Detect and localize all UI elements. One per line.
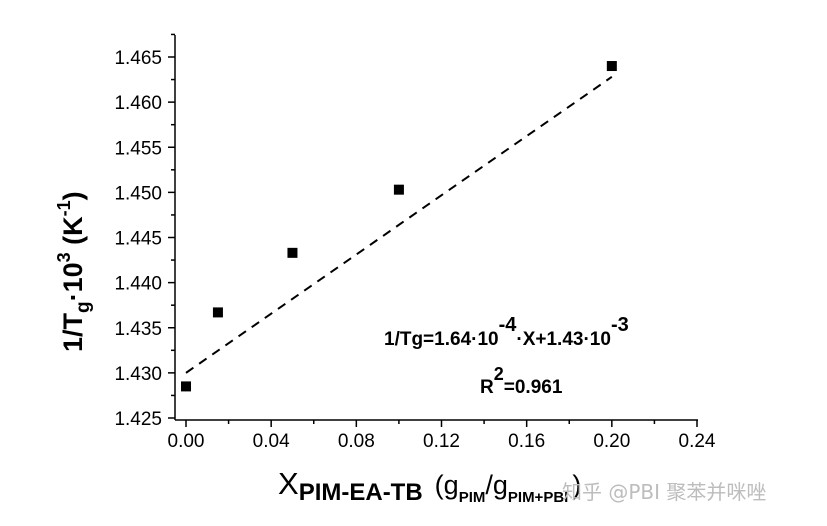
x-tick-label: 0.08 (338, 431, 375, 452)
y-tick-label: 1.440 (114, 274, 162, 295)
y-ticks: 1.425 1.430 1.435 1.440 1.445 1.450 1.455 1.460… (114, 33, 175, 430)
x-tick-label: 0.12 (423, 431, 460, 452)
fit-equation: 1/Tg=1.64·10-4·X+1.43·10-3 (384, 314, 629, 350)
x-tick-label: 0.00 (168, 431, 205, 452)
y-tick-label: 1.450 (114, 183, 162, 204)
x-tick-label: 0.24 (679, 431, 716, 452)
y-tick-label: 1.465 (114, 48, 162, 69)
y-tick-label: 1.445 (114, 229, 162, 250)
data-point-square (181, 381, 191, 392)
r-squared: R2=0.961 (480, 364, 563, 398)
data-point-square (212, 307, 223, 318)
y-tick-label: 1.455 (114, 138, 162, 159)
x-tick-label: 0.20 (593, 431, 630, 452)
y-axis-title: 1/Tg·103 (K-1) (54, 191, 94, 352)
x-axis-title: XPIM-EA-TB (gPIM/gPIM+PBI) (278, 466, 581, 506)
y-tick-label: 1.430 (114, 364, 162, 385)
fit-line (185, 76, 613, 374)
axes: 1.425 1.430 1.435 1.440 1.445 1.450 1.455 1.460… (114, 33, 716, 452)
watermark: 知乎 @PBI 聚苯并咪唑 (562, 480, 766, 504)
x-tick-label: 0.16 (508, 431, 545, 452)
data-point-square (606, 61, 617, 72)
y-tick-label: 1.435 (114, 319, 162, 340)
data-points (181, 61, 617, 392)
y-tick-label: 1.460 (114, 93, 162, 114)
data-point-square (287, 247, 298, 258)
y-tick-label: 1.425 (114, 409, 162, 430)
x-ticks: 0.00 0.04 0.08 0.12 0.16 0.20 0.24 (168, 420, 716, 452)
x-tick-label: 0.04 (253, 431, 290, 452)
data-point-square (393, 184, 404, 195)
fit-dashed-line (185, 76, 613, 374)
